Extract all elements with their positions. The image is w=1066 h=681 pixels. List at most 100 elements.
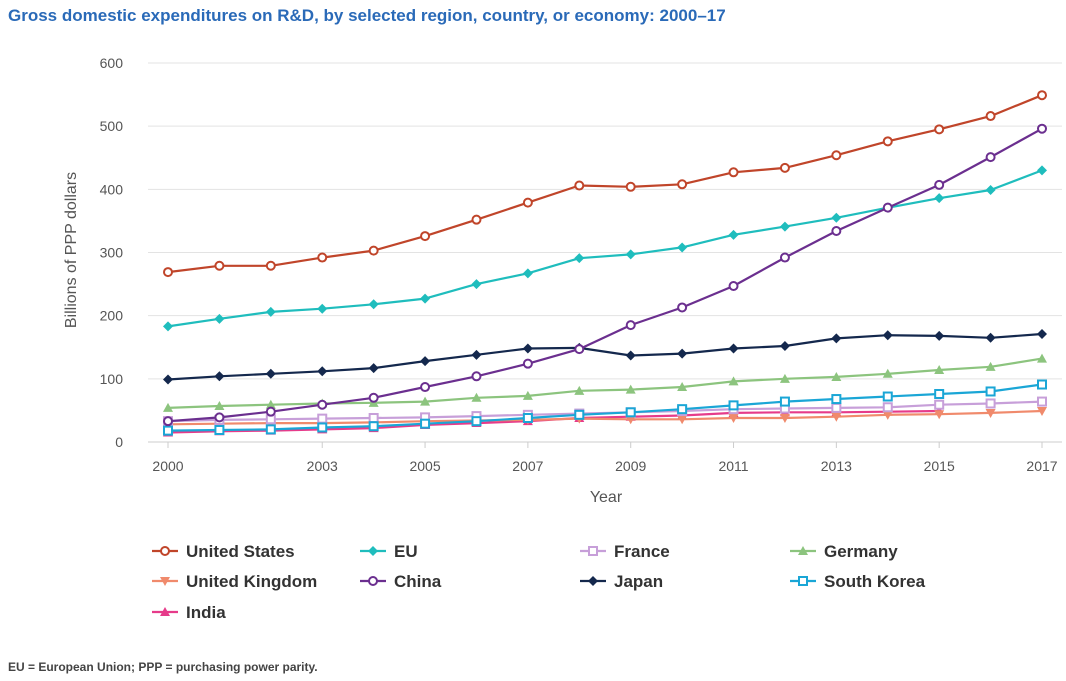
data-point[interactable] xyxy=(728,229,739,240)
data-point[interactable] xyxy=(1037,123,1047,134)
data-point[interactable] xyxy=(985,152,996,163)
data-point[interactable] xyxy=(728,343,739,354)
data-point[interactable] xyxy=(677,404,688,415)
data-point[interactable] xyxy=(728,167,739,178)
data-point[interactable] xyxy=(522,268,533,279)
data-point[interactable] xyxy=(317,303,328,314)
data-point[interactable] xyxy=(677,242,688,253)
data-point[interactable] xyxy=(831,402,842,413)
data-point[interactable] xyxy=(471,214,482,225)
data-point[interactable] xyxy=(317,366,328,377)
legend-item-eu[interactable]: EU xyxy=(360,542,418,561)
data-point[interactable] xyxy=(420,293,431,304)
data-point[interactable] xyxy=(625,350,636,361)
data-point[interactable] xyxy=(214,313,225,324)
data-point[interactable] xyxy=(677,348,688,359)
data-point[interactable] xyxy=(317,399,328,410)
data-point[interactable] xyxy=(163,321,173,332)
data-point[interactable] xyxy=(779,396,790,407)
data-point[interactable] xyxy=(779,373,790,383)
data-point[interactable] xyxy=(985,111,996,122)
data-point[interactable] xyxy=(214,424,225,435)
data-point[interactable] xyxy=(779,252,790,263)
data-point[interactable] xyxy=(265,406,276,417)
legend-item-united-states[interactable]: United States xyxy=(152,542,295,561)
data-point[interactable] xyxy=(574,409,585,420)
data-point[interactable] xyxy=(882,136,893,147)
data-point[interactable] xyxy=(934,364,945,374)
data-point[interactable] xyxy=(934,399,945,410)
data-point[interactable] xyxy=(163,374,173,385)
data-point[interactable] xyxy=(831,371,842,381)
data-point[interactable] xyxy=(265,306,276,317)
data-point[interactable] xyxy=(522,412,533,423)
data-point[interactable] xyxy=(779,221,790,232)
data-point[interactable] xyxy=(214,412,225,423)
data-point[interactable] xyxy=(882,330,893,341)
data-point[interactable] xyxy=(677,415,688,425)
data-point[interactable] xyxy=(163,425,173,436)
data-point[interactable] xyxy=(522,358,533,369)
data-point[interactable] xyxy=(214,371,225,382)
data-point[interactable] xyxy=(471,349,482,360)
data-point[interactable] xyxy=(882,368,893,378)
data-point[interactable] xyxy=(779,162,790,173)
data-point[interactable] xyxy=(265,368,276,379)
data-point[interactable] xyxy=(985,398,996,409)
data-point[interactable] xyxy=(625,181,636,192)
data-point[interactable] xyxy=(934,193,945,204)
data-point[interactable] xyxy=(677,382,688,392)
data-point[interactable] xyxy=(420,396,431,406)
data-point[interactable] xyxy=(934,179,945,190)
data-point[interactable] xyxy=(625,407,636,418)
data-point[interactable] xyxy=(265,399,276,409)
legend[interactable]: United States EU France Germany United Kingd… xyxy=(152,542,926,622)
data-point[interactable] xyxy=(1037,379,1047,390)
data-point[interactable] xyxy=(985,184,996,195)
data-point[interactable] xyxy=(368,245,379,256)
data-point[interactable] xyxy=(831,394,842,405)
data-point[interactable] xyxy=(368,363,379,374)
data-point[interactable] xyxy=(163,402,173,412)
data-point[interactable] xyxy=(420,418,431,429)
data-point[interactable] xyxy=(317,422,328,433)
data-point[interactable] xyxy=(934,410,945,420)
data-point[interactable] xyxy=(471,416,482,427)
data-point[interactable] xyxy=(985,386,996,397)
data-point[interactable] xyxy=(522,390,533,400)
data-point[interactable] xyxy=(471,371,482,382)
data-point[interactable] xyxy=(985,408,996,418)
data-point[interactable] xyxy=(831,150,842,161)
data-point[interactable] xyxy=(625,320,636,331)
data-point[interactable] xyxy=(1037,165,1047,176)
data-point[interactable] xyxy=(471,279,482,290)
data-point[interactable] xyxy=(471,392,482,402)
legend-item-south-korea[interactable]: South Korea xyxy=(790,572,926,591)
legend-item-united-kingdom[interactable]: United Kingdom xyxy=(152,572,317,591)
data-point[interactable] xyxy=(677,179,688,190)
data-point[interactable] xyxy=(882,410,893,420)
data-point[interactable] xyxy=(1037,353,1047,363)
data-point[interactable] xyxy=(265,424,276,435)
data-point[interactable] xyxy=(1037,328,1047,339)
data-point[interactable] xyxy=(522,197,533,208)
data-point[interactable] xyxy=(574,253,585,264)
data-point[interactable] xyxy=(625,384,636,394)
legend-item-india[interactable]: India xyxy=(152,603,226,622)
data-point[interactable] xyxy=(985,361,996,371)
data-point[interactable] xyxy=(574,385,585,395)
data-point[interactable] xyxy=(728,400,739,411)
data-point[interactable] xyxy=(934,330,945,341)
data-point[interactable] xyxy=(831,412,842,422)
data-point[interactable] xyxy=(985,332,996,343)
data-point[interactable] xyxy=(317,413,328,424)
data-point[interactable] xyxy=(831,212,842,223)
data-point[interactable] xyxy=(1037,407,1047,417)
data-point[interactable] xyxy=(728,280,739,291)
data-point[interactable] xyxy=(882,402,893,413)
data-point[interactable] xyxy=(163,267,173,278)
legend-item-japan[interactable]: Japan xyxy=(580,572,663,591)
data-point[interactable] xyxy=(625,415,636,425)
data-point[interactable] xyxy=(779,340,790,351)
data-point[interactable] xyxy=(163,416,173,427)
